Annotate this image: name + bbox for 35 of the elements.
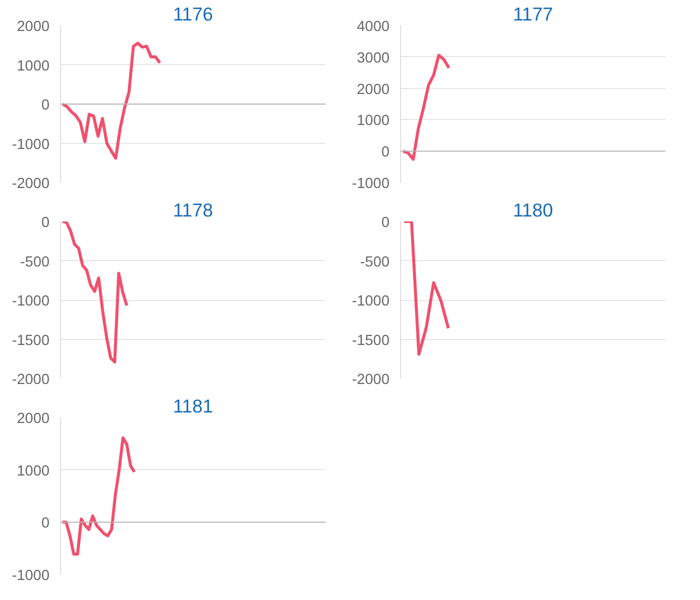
y-tick-label: 0: [381, 144, 390, 161]
chart-title: 1181: [172, 396, 214, 416]
y-tick-label: -2000: [12, 176, 50, 192]
y-tick-label: -2000: [12, 372, 50, 388]
y-tick-label: -1500: [352, 332, 390, 349]
y-tick-label: -1000: [352, 176, 390, 192]
y-tick-label: -500: [360, 254, 390, 270]
y-tick-label: 4000: [356, 19, 390, 35]
y-tick-label: -1000: [12, 136, 50, 153]
y-tick-label: 0: [381, 215, 390, 231]
chart-title: 1178: [172, 200, 214, 220]
y-tick-label: 1000: [356, 113, 390, 130]
y-tick-label: -1000: [12, 568, 50, 584]
y-tick-label: 2000: [16, 19, 50, 35]
chart-title: 1180: [512, 200, 554, 220]
y-tick-label: -1000: [12, 294, 50, 310]
y-tick-label: -2000: [352, 372, 390, 388]
y-tick-label: -1500: [12, 332, 50, 349]
y-tick-label: 0: [41, 516, 50, 532]
chart-title: 1177: [512, 4, 554, 24]
y-tick-label: 2000: [16, 411, 50, 427]
y-tick-label: -1000: [352, 294, 390, 310]
line-series: [402, 222, 450, 356]
chart-title: 1176: [172, 4, 214, 24]
line-series: [61, 222, 128, 364]
y-tick-label: 1000: [16, 58, 50, 74]
y-tick-label: 3000: [356, 50, 390, 66]
y-tick-label: 0: [41, 215, 50, 231]
y-tick-label: -500: [20, 254, 50, 270]
y-tick-label: 1000: [16, 463, 50, 480]
line-series: [402, 54, 450, 161]
line-series: [60, 436, 136, 556]
y-tick-label: 0: [41, 98, 50, 114]
y-tick-label: 2000: [356, 82, 390, 98]
line-series: [61, 42, 162, 160]
